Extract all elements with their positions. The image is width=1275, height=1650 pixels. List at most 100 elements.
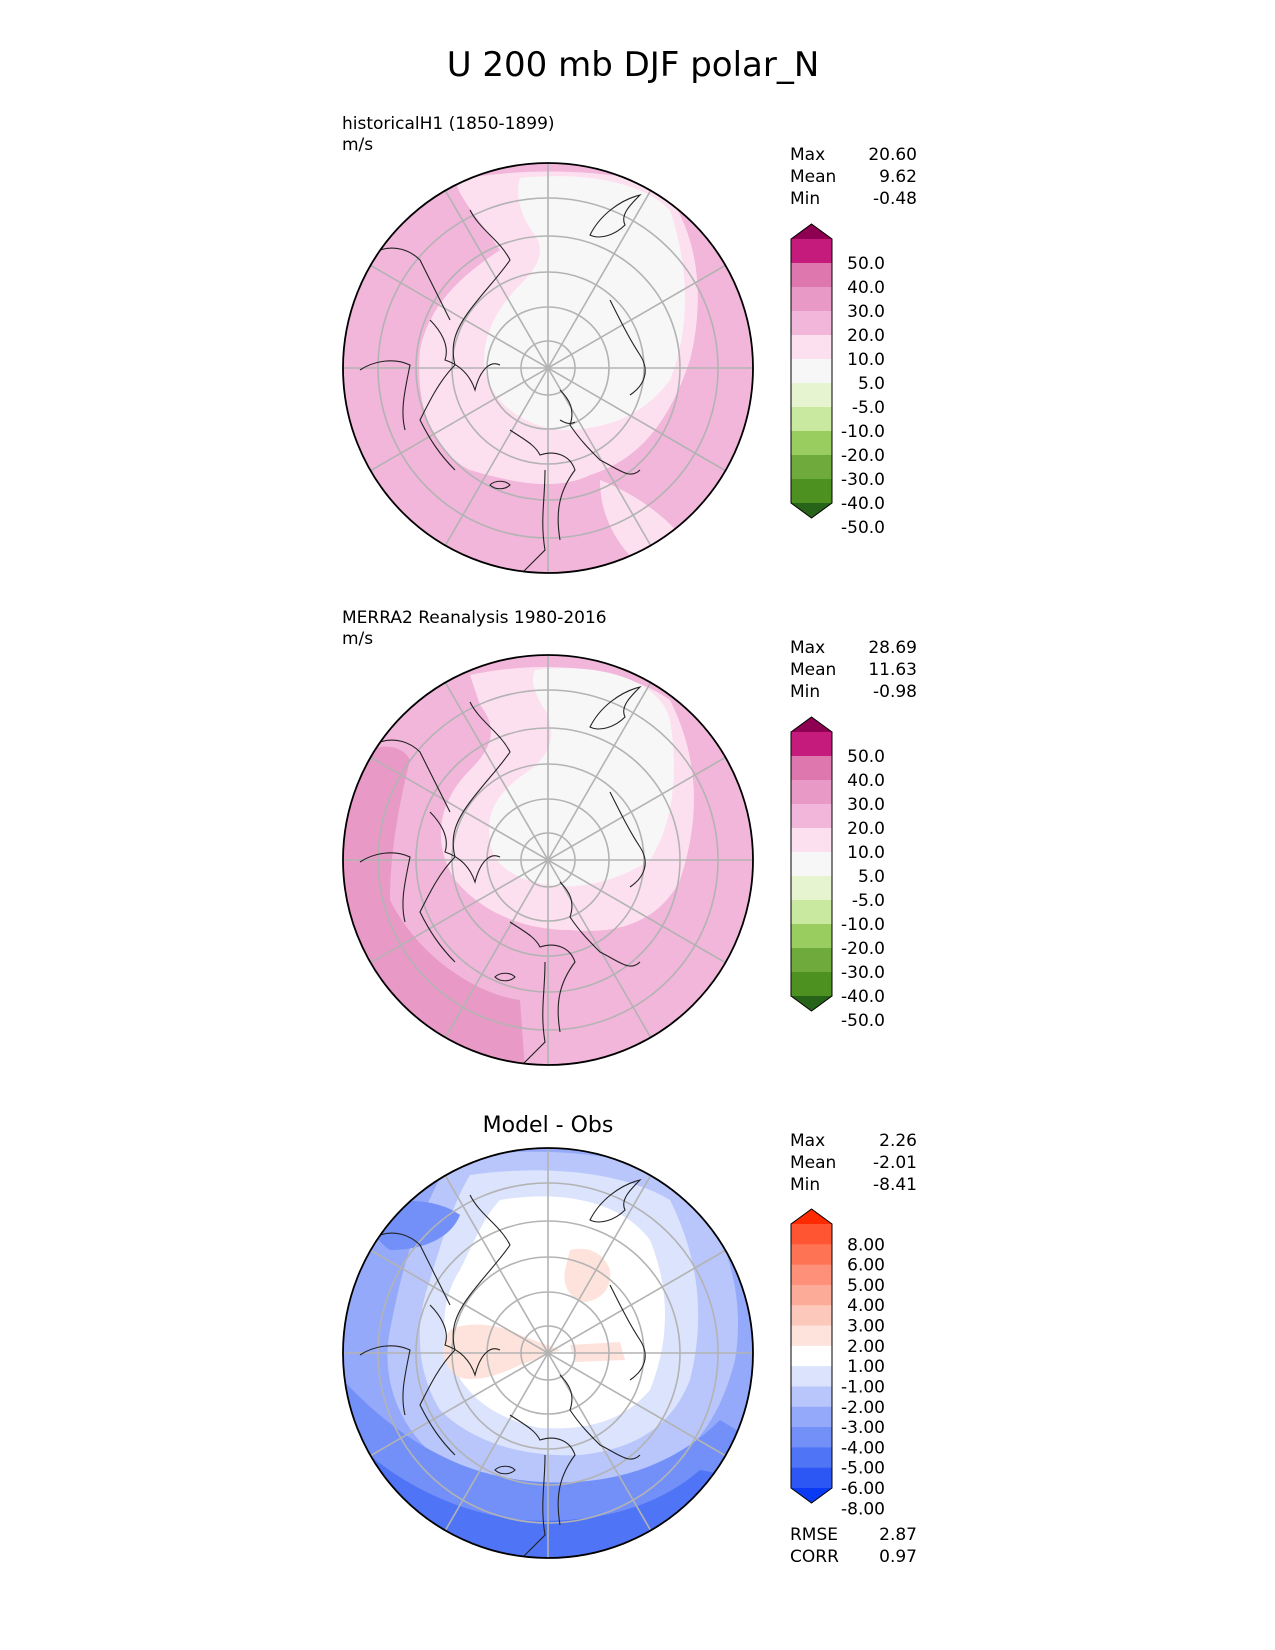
colorbar-segment (791, 263, 832, 288)
colorbar-tick-label: -10.0 (841, 915, 885, 935)
colorbar-segment (791, 852, 832, 877)
colorbar-segment (791, 383, 832, 408)
contour-minus8-band (343, 1520, 430, 1558)
colorbar-tick-label: 50.0 (847, 747, 885, 767)
colorbar-tick-label: -40.0 (841, 987, 885, 1007)
colorbar-tick-label: 2.00 (847, 1337, 885, 1357)
colorbar-segment (791, 239, 832, 264)
panel-diff: Model - Obs (342, 1113, 917, 1567)
panel-test: historicalH1 (1850-1899) m/s (342, 114, 917, 574)
colorbar-tick-label: 10.0 (847, 350, 885, 370)
colorbar-tick-label: 1.00 (847, 1357, 885, 1377)
colorbar-segment (791, 359, 832, 384)
map-boundary (342, 654, 754, 1066)
stat-mean-label: Mean (790, 660, 836, 680)
colorbar-tick-label: -3.00 (841, 1418, 885, 1438)
colorbar-extend-bottom (791, 996, 832, 1011)
colorbar-tick-label: 5.0 (858, 867, 885, 887)
colorbar-segment (791, 1447, 832, 1469)
panel-units: m/s (342, 135, 373, 155)
colorbar-tick-label: -8.00 (841, 1499, 885, 1519)
stat-mean-value: -2.01 (873, 1153, 917, 1173)
colorbar-tick-label: 30.0 (847, 302, 885, 322)
map-boundary (342, 1147, 754, 1559)
colorbar-segment (791, 311, 832, 336)
colorbar-segment (791, 804, 832, 829)
colorbar-tick-label: -50.0 (841, 1011, 885, 1031)
colorbar-segment (791, 1406, 832, 1428)
stat-mean-value: 11.63 (868, 660, 917, 680)
stat-corr-value: 0.97 (879, 1547, 917, 1567)
colorbar-extend-top (791, 224, 832, 239)
colorbar-tick-label: -10.0 (841, 422, 885, 442)
colorbar-tick-label: -30.0 (841, 470, 885, 490)
stat-min-label: Min (790, 1175, 820, 1195)
colorbar-tick-label: 40.0 (847, 278, 885, 298)
panel-subtitle: historicalH1 (1850-1899) (342, 114, 555, 134)
stat-max-label: Max (790, 638, 825, 658)
colorbar-segment (791, 1386, 832, 1408)
stat-max-value: 28.69 (868, 638, 917, 658)
colorbar-segment (791, 900, 832, 925)
colorbar-tick-label: -30.0 (841, 963, 885, 983)
colorbar-segment (791, 1345, 832, 1367)
colorbar-extend-top (791, 1209, 832, 1224)
colorbar-segment (791, 455, 832, 480)
colorbar-segment (791, 876, 832, 901)
polar-map (342, 654, 754, 1066)
colorbar-tick-label: -5.0 (852, 891, 885, 911)
stat-corr-label: CORR (790, 1547, 839, 1567)
colorbar-tick-label: 5.00 (847, 1276, 885, 1296)
colorbar-segment (791, 828, 832, 853)
contour-plus1-2-patch (564, 1248, 611, 1302)
colorbar-tick-label: -5.0 (852, 398, 885, 418)
panel-subtitle: MERRA2 Reanalysis 1980-2016 (342, 608, 607, 628)
colorbar-tick-label: -20.0 (841, 939, 885, 959)
colorbar-segment (791, 1366, 832, 1388)
colorbar-segment (791, 1467, 832, 1489)
coastlines (359, 193, 646, 573)
colorbar-tick-label: 20.0 (847, 819, 885, 839)
colorbar: 50.0 40.0 30.0 20.0 10.0 5.0 -5.0 -10.0 -20.0 -30… (790, 223, 885, 538)
colorbar-segment (791, 1264, 832, 1286)
coastlines (359, 1178, 646, 1558)
colorbar-tick-label: -50.0 (841, 518, 885, 538)
stat-min-label: Min (790, 189, 820, 209)
colorbar-segment (791, 407, 832, 432)
colorbar-tick-label: 50.0 (847, 254, 885, 274)
stats-block: Max 20.60 Mean 9.62 Min -0.48 (790, 145, 917, 209)
stat-min-value: -0.48 (873, 189, 917, 209)
colorbar-tick-label: -2.00 (841, 1398, 885, 1418)
coastlines (359, 685, 646, 1065)
colorbar-outline (790, 1208, 833, 1504)
polar-map (342, 162, 754, 574)
colorbar-tick-label: 4.00 (847, 1296, 885, 1316)
colorbar-tick-label: 3.00 (847, 1317, 885, 1337)
colorbar-segment (791, 1325, 832, 1347)
colorbar-segment (791, 1224, 832, 1245)
colorbar-tick-label: -40.0 (841, 494, 885, 514)
colorbar-segment (791, 431, 832, 456)
colorbar-tick-label: -4.00 (841, 1438, 885, 1458)
colorbar-extend-top (791, 717, 832, 732)
colorbar-tick-label: -1.00 (841, 1377, 885, 1397)
stat-mean-label: Mean (790, 1153, 836, 1173)
stat-min-value: -8.41 (873, 1175, 917, 1195)
panel-title: Model - Obs (483, 1113, 614, 1138)
colorbar-tick-label: 40.0 (847, 771, 885, 791)
stat-min-label: Min (790, 682, 820, 702)
panel-units: m/s (342, 629, 373, 649)
colorbar-outline (790, 223, 833, 519)
colorbar-segment (791, 732, 832, 757)
colorbar-tick-label: 30.0 (847, 795, 885, 815)
stat-rmse-value: 2.87 (879, 1525, 917, 1545)
stat-max-value: 20.60 (868, 145, 917, 165)
colorbar-segment (791, 924, 832, 949)
colorbar-tick-label: -20.0 (841, 446, 885, 466)
stat-max-label: Max (790, 145, 825, 165)
colorbar-extend-bottom (791, 1488, 832, 1503)
colorbar-segment (791, 948, 832, 973)
polar-map (342, 1147, 754, 1559)
map-boundary (342, 162, 754, 574)
